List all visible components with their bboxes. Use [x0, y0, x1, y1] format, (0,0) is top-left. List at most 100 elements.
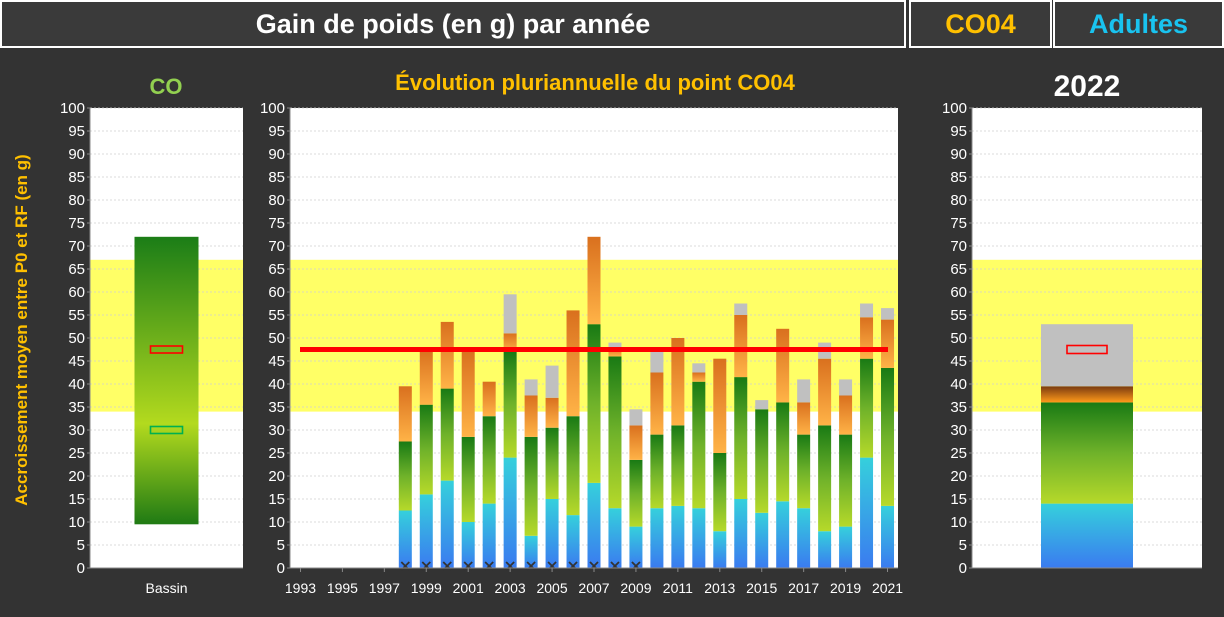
basin-y-tick-label: 50 — [68, 330, 85, 347]
evolution-bar-blue — [776, 501, 790, 568]
evolution-bar-blue — [482, 503, 496, 568]
basin-x-tick-label: Bassin — [145, 580, 187, 596]
evolution-bar-grey — [734, 303, 748, 315]
evolution-y-tick-label: 85 — [268, 169, 285, 186]
evolution-y-tick-label: 25 — [268, 445, 285, 462]
evolution-bar-orange — [482, 381, 496, 417]
evolution-bar-blue — [629, 526, 643, 568]
evolution-bar-orange — [797, 402, 811, 435]
evolution-y-tick-label: 5 — [277, 537, 285, 554]
evolution-y-tick-label: 50 — [268, 330, 285, 347]
evolution-bar-orange — [839, 395, 853, 435]
evolution-zero-marker — [547, 561, 557, 571]
evolution-y-tick-label: 0 — [277, 560, 285, 577]
evolution-y-tick-label: 40 — [268, 376, 285, 393]
basin-y-tick-label: 10 — [68, 514, 85, 531]
evolution-bar-green — [881, 367, 895, 506]
evolution-bar-green — [839, 434, 853, 527]
evolution-bar-orange — [440, 321, 454, 389]
evolution-bar-orange — [398, 386, 412, 442]
year-y-tick-label: 60 — [950, 284, 967, 301]
evolution-y-tick-label: 35 — [268, 399, 285, 416]
evolution-y-tick-label: 60 — [268, 284, 285, 301]
header-category: Adultes — [1053, 0, 1224, 48]
year-y-tick-label: 65 — [950, 261, 967, 278]
year-y-tick-label: 25 — [950, 445, 967, 462]
evolution-bar-grey — [545, 365, 559, 398]
year-bar-blue — [1041, 503, 1133, 568]
evolution-x-tick-label: 2015 — [746, 580, 777, 596]
evolution-zero-marker — [463, 561, 473, 571]
evolution-bar-blue — [419, 494, 433, 568]
year-y-tick-label: 50 — [950, 330, 967, 347]
evolution-bar-green — [482, 416, 496, 504]
evolution-y-tick-label: 75 — [268, 215, 285, 232]
basin-y-tick-label: 75 — [68, 215, 85, 232]
basin-y-tick-label: 25 — [68, 445, 85, 462]
evolution-bar-green — [545, 427, 559, 499]
year-y-tick-label: 85 — [950, 169, 967, 186]
evolution-bar-grey — [524, 379, 538, 396]
evolution-bar-green — [671, 425, 685, 506]
evolution-bar-blue — [818, 531, 832, 568]
evolution-bar-grey — [860, 303, 874, 318]
evolution-bar-grey — [629, 409, 643, 426]
year-y-tick-label: 55 — [950, 307, 967, 324]
evolution-bar-blue — [566, 515, 580, 568]
evolution-bar-green — [587, 324, 601, 483]
basin-y-tick-label: 100 — [60, 100, 85, 117]
year-y-tick-label: 40 — [950, 376, 967, 393]
basin-range-bar — [134, 236, 199, 525]
evolution-x-tick-label: 2019 — [830, 580, 861, 596]
basin-y-tick-label: 55 — [68, 307, 85, 324]
evolution-bar-blue — [440, 480, 454, 568]
year-bar-green — [1041, 402, 1133, 504]
year-y-tick-label: 5 — [959, 537, 967, 554]
evolution-y-tick-label: 45 — [268, 353, 285, 370]
evolution-bar-grey — [503, 294, 517, 334]
evolution-bar-orange — [419, 349, 433, 405]
basin-y-tick-label: 85 — [68, 169, 85, 186]
evolution-y-tick-label: 90 — [268, 146, 285, 163]
basin-marker — [149, 345, 184, 354]
evolution-bar-blue — [755, 512, 769, 568]
evolution-bar-blue — [671, 505, 685, 568]
evolution-bar-blue — [860, 457, 874, 568]
evolution-bar-green — [818, 425, 832, 532]
evolution-bar-green — [398, 441, 412, 511]
evolution-bar-green — [419, 404, 433, 495]
evolution-bar-blue — [839, 526, 853, 568]
evolution-y-tick-label: 30 — [268, 422, 285, 439]
evolution-zero-marker — [568, 561, 578, 571]
evolution-y-tick-label: 55 — [268, 307, 285, 324]
evolution-bar-blue — [692, 508, 706, 568]
evolution-bar-blue — [734, 499, 748, 568]
year-chart-title: 2022 — [1053, 70, 1121, 103]
evolution-zero-marker — [442, 561, 452, 571]
year-bar-orange — [1041, 386, 1133, 403]
evolution-bar-blue — [713, 531, 727, 568]
evolution-bar-green — [608, 356, 622, 509]
evolution-bar-green — [629, 459, 643, 527]
basin-y-tick-label: 90 — [68, 146, 85, 163]
evolution-bar-green — [524, 436, 538, 536]
evolution-bar-green — [860, 358, 874, 458]
evolution-y-tick-label: 70 — [268, 238, 285, 255]
year-y-tick-label: 15 — [950, 491, 967, 508]
evolution-bar-grey — [881, 308, 895, 320]
evolution-x-tick-label: 2021 — [872, 580, 903, 596]
basin-y-tick-label: 20 — [68, 468, 85, 485]
year-y-tick-label: 75 — [950, 215, 967, 232]
evolution-bar-orange — [650, 372, 664, 435]
evolution-y-tick-label: 95 — [268, 123, 285, 140]
evolution-zero-marker — [526, 561, 536, 571]
evolution-bar-green — [503, 351, 517, 458]
year-y-tick-label: 0 — [959, 560, 967, 577]
evolution-x-tick-label: 2013 — [704, 580, 735, 596]
evolution-bar-blue — [524, 535, 538, 568]
basin-y-tick-label: 5 — [77, 537, 85, 554]
evolution-bar-orange — [860, 317, 874, 359]
evolution-y-tick-label: 10 — [268, 514, 285, 531]
evolution-y-tick-label: 80 — [268, 192, 285, 209]
evolution-bar-orange — [461, 349, 475, 437]
